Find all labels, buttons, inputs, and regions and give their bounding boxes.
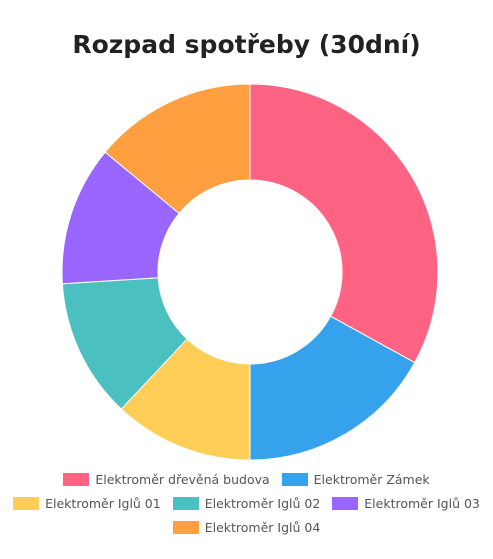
slice-elektromer-iglu-04[interactable]: [104, 83, 251, 215]
slice-elektromer-zamek[interactable]: [249, 315, 416, 461]
legend-row-1: Elektroměr dřevěná budova Elektroměr Zám…: [0, 470, 493, 487]
chart-title: Rozpad spotřeby (30dní): [72, 30, 421, 59]
slice-elektromer-drevena-budova[interactable]: [249, 83, 439, 364]
legend-row-3: Elektroměr Iglů 04: [0, 518, 493, 535]
legend-label: Elektroměr Zámek: [313, 471, 430, 487]
legend-swatch: [13, 496, 40, 510]
legend-item-iglu-01[interactable]: Elektroměr Iglů 01: [13, 495, 161, 511]
legend-swatch: [281, 472, 308, 486]
legend-label: Elektroměr Iglů 04: [204, 519, 321, 535]
legend-row-2: Elektroměr Iglů 01 Elektroměr Iglů 02 El…: [0, 494, 493, 511]
legend-label: Elektroměr Iglů 02: [204, 495, 321, 511]
legend-item-iglu-02[interactable]: Elektroměr Iglů 02: [172, 495, 321, 511]
legend-label: Elektroměr Iglů 01: [45, 495, 161, 511]
legend-item-iglu-03[interactable]: Elektroměr Iglů 03: [332, 495, 480, 511]
legend-swatch: [332, 496, 359, 510]
legend-swatch: [63, 472, 90, 486]
legend-swatch: [172, 496, 199, 510]
legend-swatch: [172, 520, 199, 534]
donut-chart: [61, 83, 439, 461]
legend-item-zamek[interactable]: Elektroměr Zámek: [281, 471, 430, 487]
legend-item-drevena-budova[interactable]: Elektroměr dřevěná budova: [63, 471, 270, 487]
legend-item-iglu-04[interactable]: Elektroměr Iglů 04: [172, 519, 321, 535]
legend-label: Elektroměr Iglů 03: [364, 495, 480, 511]
legend-label: Elektroměr dřevěná budova: [95, 471, 270, 487]
